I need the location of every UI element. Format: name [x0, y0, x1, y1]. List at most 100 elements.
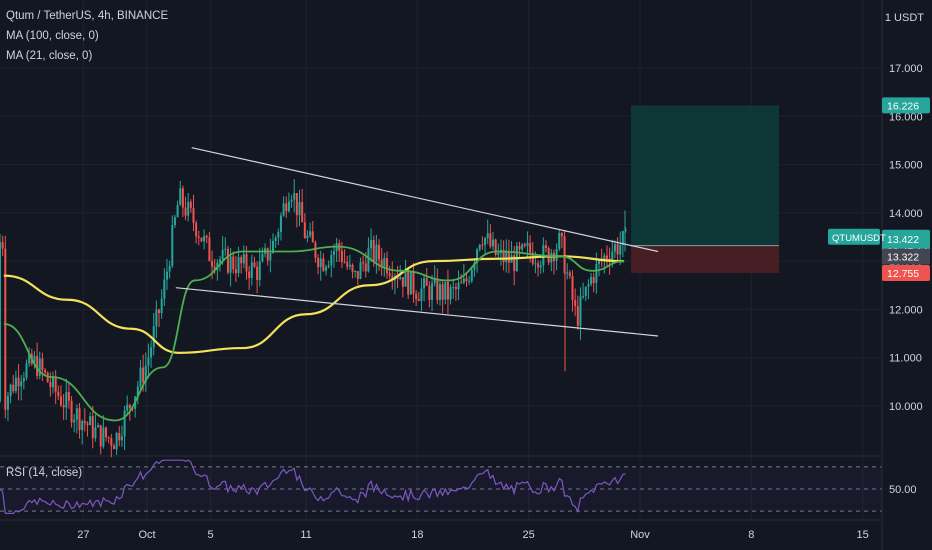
candle-body: [378, 244, 381, 260]
candle-body: [370, 239, 373, 249]
candle-body: [502, 249, 505, 263]
ticker-tag-bg: [828, 228, 880, 245]
candle-body: [17, 377, 20, 387]
trendlines[interactable]: [175, 147, 659, 337]
candle-body: [383, 258, 386, 268]
candle-body: [38, 358, 41, 376]
candle-body: [319, 258, 322, 268]
candle-body: [128, 404, 131, 408]
candle-body: [404, 269, 407, 287]
candle-body: [237, 257, 240, 274]
candle-body: [266, 248, 269, 261]
candle-body: [521, 244, 524, 250]
candle-body: [293, 192, 296, 200]
candle-body: [412, 270, 415, 294]
currency-label[interactable]: 1 USDT: [884, 12, 924, 24]
candle-body: [179, 188, 182, 206]
time-tick-label: 11: [300, 529, 311, 541]
candle-body: [279, 215, 282, 233]
rsi-pane[interactable]: [0, 459, 882, 521]
candle-body: [65, 392, 68, 408]
entry-price-tag: 13.322: [887, 252, 919, 264]
candle-body: [200, 237, 203, 242]
candle-body: [505, 252, 508, 263]
candle-body: [229, 256, 232, 273]
candle-body: [348, 264, 351, 267]
candle-body: [110, 438, 113, 446]
rsi-legend[interactable]: RSI (14, close): [6, 467, 83, 479]
candle-body: [118, 433, 121, 441]
time-axis[interactable]: 27 Oct 5 11 18 25 Nov 8 15: [77, 529, 869, 541]
time-tick-label: 5: [208, 529, 214, 541]
candle-body: [322, 258, 325, 271]
target-price-tag: 16.226: [887, 100, 919, 112]
trendline-upper[interactable]: [191, 147, 659, 253]
candle-body: [428, 285, 431, 300]
candle-body: [356, 271, 359, 279]
price-axis[interactable]: 10.00011.00012.00013.00014.00015.00016.0…: [881, 0, 923, 550]
candle-body: [309, 231, 312, 236]
candle-body: [224, 248, 227, 250]
time-tick-label: 15: [857, 529, 869, 541]
candle-body: [327, 265, 330, 267]
candle-body: [136, 386, 139, 397]
price-tick-label: 16.000: [889, 111, 923, 123]
candle-body: [1, 242, 4, 249]
candle-body: [399, 277, 402, 280]
candle-body: [218, 259, 222, 263]
candle-body: [208, 237, 211, 262]
candle-body: [362, 262, 365, 264]
candle-body: [433, 278, 436, 284]
candle-body: [473, 262, 476, 270]
ma21-legend[interactable]: MA (21, close, 0): [6, 50, 93, 62]
candle-body: [523, 244, 526, 246]
candle-body: [94, 427, 97, 439]
candle-body: [489, 233, 492, 247]
rsi-line: [0, 459, 626, 514]
candle-body: [192, 207, 195, 223]
candle-body: [513, 255, 516, 272]
candle-body: [452, 287, 455, 289]
candle-body: [340, 250, 343, 262]
candle-body: [590, 277, 593, 285]
candle-body: [624, 229, 627, 232]
candle-body: [476, 249, 479, 263]
candle-body: [73, 419, 76, 423]
candle-body: [91, 416, 94, 439]
candle-body: [165, 271, 168, 280]
candle-body: [163, 279, 166, 299]
candle-body: [311, 231, 314, 243]
candle-body: [245, 254, 248, 272]
candle-body: [89, 416, 92, 426]
moving-averages: [3, 245, 625, 422]
candle-body: [303, 222, 306, 238]
candle-body: [150, 347, 153, 358]
candle-body: [253, 262, 256, 267]
candle-body: [160, 298, 163, 313]
ma21-line: [3, 245, 625, 422]
candle-body: [258, 261, 261, 280]
stop-price-tag: 12.755: [887, 268, 919, 280]
candle-body: [621, 231, 624, 245]
candle-body: [391, 275, 394, 281]
candle-body: [290, 199, 293, 202]
candle-body: [470, 269, 473, 281]
candle-body: [250, 262, 253, 279]
candle-body: [550, 252, 553, 263]
candle-body: [107, 437, 110, 439]
candle-body: [14, 377, 17, 392]
ma100-legend[interactable]: MA (100, close, 0): [6, 30, 99, 42]
candle-body: [20, 381, 23, 387]
candle-body: [120, 436, 123, 441]
price-tick-label: 11.000: [889, 353, 922, 365]
candle-body: [269, 252, 272, 261]
trendline-lower[interactable]: [175, 287, 659, 337]
candle-body: [380, 259, 383, 268]
candle-body: [372, 239, 375, 262]
candle-body: [4, 248, 7, 410]
symbol-legend[interactable]: Qtum / TetherUS, 4h, BINANCE: [6, 10, 169, 22]
candle-body: [155, 309, 158, 327]
candle-body: [388, 273, 391, 276]
